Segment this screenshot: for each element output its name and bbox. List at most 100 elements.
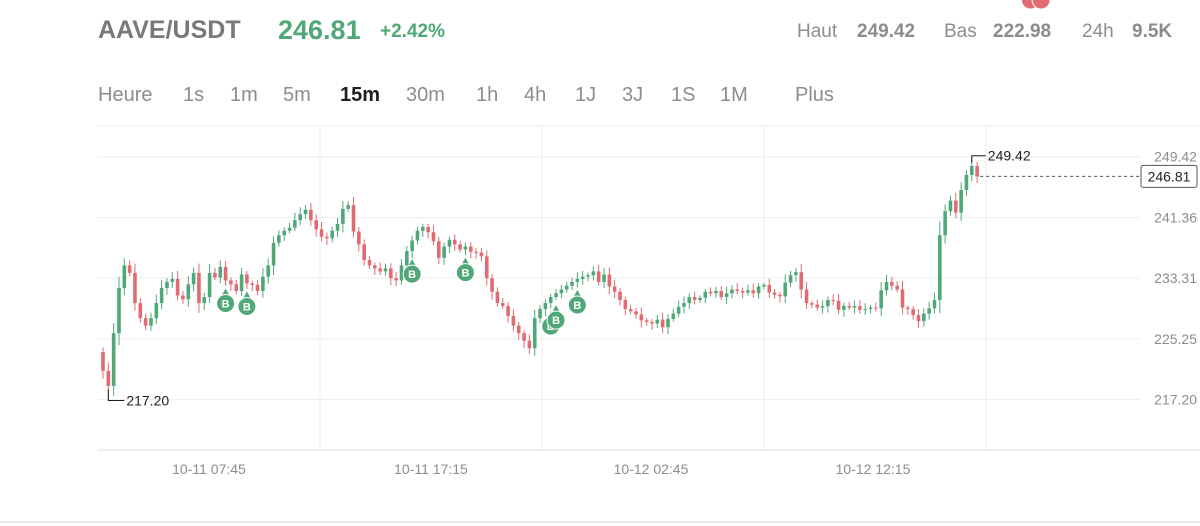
interval-4h[interactable]: 4h — [524, 84, 547, 106]
candle-body — [101, 352, 105, 371]
candle-body — [378, 268, 382, 272]
candle-body — [799, 272, 804, 290]
low-value: 222.98 — [993, 21, 1052, 42]
candle-body — [277, 235, 281, 243]
candle-body — [639, 314, 644, 321]
candle-body — [538, 309, 542, 319]
buy-marker[interactable]: B — [216, 288, 236, 314]
candle-body — [586, 275, 590, 277]
buy-marker[interactable]: B — [455, 257, 475, 283]
candle-body — [319, 229, 324, 237]
candle-body — [607, 274, 612, 287]
candle-body — [810, 303, 814, 305]
interval-time-line[interactable]: Heure — [98, 84, 153, 106]
pair-title[interactable]: AAVE/USDT — [98, 16, 241, 44]
candle-body — [293, 220, 297, 228]
candle-body — [351, 205, 356, 232]
candle-body — [580, 276, 585, 279]
candle-body — [692, 297, 697, 301]
candle-body — [218, 266, 223, 278]
ticker-header: AAVE/USDT 246.81 +2.42% Haut 249.42 Bas … — [0, 0, 1200, 64]
candle-body — [452, 239, 457, 245]
candle-body — [575, 278, 580, 282]
candle-body — [159, 288, 164, 304]
interval-more-button[interactable]: Plus — [795, 84, 834, 106]
candle-body — [922, 313, 926, 322]
candle-body — [234, 284, 239, 292]
candle-body — [938, 235, 942, 301]
candle-body — [346, 205, 350, 209]
candle-body — [282, 230, 287, 236]
candle-body — [186, 284, 191, 300]
candle-body — [500, 303, 505, 307]
candle-body — [927, 308, 931, 314]
candle-body — [858, 306, 862, 310]
interval-30m[interactable]: 30m — [406, 84, 445, 106]
candle-body — [357, 231, 361, 245]
candle-body — [341, 208, 345, 224]
candle-body — [122, 265, 127, 288]
candle-body — [959, 190, 963, 213]
candle-body — [484, 256, 489, 279]
candle-body — [436, 241, 441, 258]
candle-body — [628, 309, 633, 312]
buy-marker[interactable]: B — [567, 290, 587, 315]
interval-1s[interactable]: 1s — [183, 84, 205, 106]
interval-1s-week[interactable]: 1S — [671, 84, 696, 106]
buy-marker[interactable]: B — [402, 259, 422, 284]
candle-body — [767, 284, 772, 293]
candle-body — [415, 230, 420, 241]
candle-body — [479, 252, 484, 257]
buy-marker[interactable]: B — [237, 291, 257, 317]
marker-letter: S — [1027, 0, 1034, 3]
candle-body — [911, 309, 915, 316]
candle-body — [202, 297, 207, 304]
candle-body — [868, 307, 873, 310]
chart-grid: 249.42 241.36 233.31 225.25 217.20 10-11 07:4… — [0, 125, 1200, 523]
buy-marker[interactable]: B — [546, 305, 566, 330]
buy-marker-circle — [237, 297, 257, 317]
candle-body — [740, 291, 745, 293]
candle-body — [676, 306, 681, 314]
candle-body — [932, 300, 937, 309]
candle-body — [655, 319, 660, 324]
interval-1m-month[interactable]: 1M — [720, 84, 748, 106]
candle-body — [602, 274, 606, 282]
sell-marker[interactable]: S — [1031, 0, 1051, 10]
candle-body — [287, 227, 292, 231]
candle-body — [842, 306, 846, 310]
interval-15m[interactable]: 15m — [340, 84, 381, 106]
interval-5m[interactable]: 5m — [283, 84, 311, 106]
marker-letter: B — [243, 302, 251, 314]
candle-body — [778, 294, 782, 297]
candle-body — [548, 297, 553, 304]
candle-body — [543, 303, 548, 310]
volume-label: 24h — [1082, 21, 1114, 42]
current-price-tag — [1140, 164, 1198, 188]
candle-body — [847, 306, 851, 308]
interval-3j[interactable]: 3J — [622, 84, 644, 106]
candle-body — [389, 268, 393, 279]
candle-body — [826, 300, 830, 307]
candle-body — [223, 266, 228, 281]
candle-body — [698, 297, 702, 301]
candle-body — [117, 288, 121, 334]
interval-1m[interactable]: 1m — [230, 84, 258, 106]
candle-body — [794, 272, 798, 276]
interval-1j[interactable]: 1J — [575, 84, 597, 106]
candle-body — [175, 278, 180, 296]
candle-body — [874, 307, 878, 309]
candle-body — [463, 246, 468, 250]
candle-body — [245, 274, 249, 284]
candle-body — [559, 289, 564, 294]
candle-body — [106, 370, 111, 386]
marker-letter: B — [552, 315, 560, 327]
current-price-label: 246.81 — [1148, 168, 1191, 184]
last-price: 246.81 — [278, 15, 361, 45]
candle-body — [266, 265, 271, 277]
interval-1h[interactable]: 1h — [476, 84, 499, 106]
x-tick-label: 10-11 07:45 — [172, 461, 246, 477]
candle-body — [229, 280, 233, 285]
